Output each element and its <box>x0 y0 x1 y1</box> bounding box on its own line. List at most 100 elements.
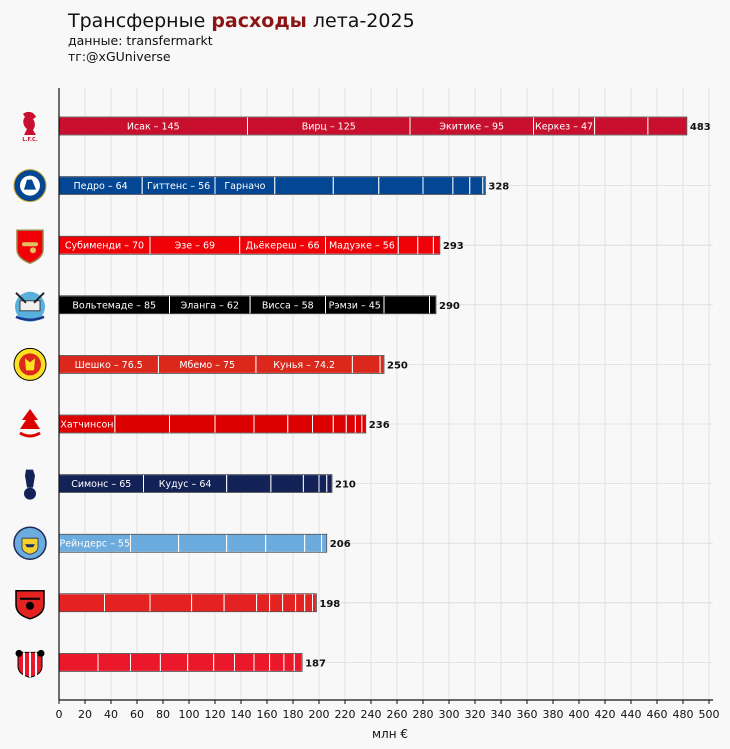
sunderland-crest-icon <box>15 649 45 678</box>
bar-sunderland: 187 <box>58 652 326 672</box>
bar-arsenal: Субименди – 70 Эзе – 69 Дьёкереш – 66 Мадуэ… <box>58 235 464 255</box>
segment-label: Вирц – 125 <box>302 122 356 133</box>
castle-shape <box>19 300 41 312</box>
cockerel-body <box>25 469 35 488</box>
bar-manchester-city: Рейндерс – 55 206 <box>58 533 351 553</box>
bar-segment <box>226 474 272 494</box>
x-tick-label: 260 <box>387 708 408 721</box>
bar-segment <box>178 533 228 553</box>
bar-segment <box>149 593 193 613</box>
bar-segment <box>397 235 419 255</box>
x-tick-label: 60 <box>130 708 144 721</box>
chart-header: Трансферные расходы лета-2025 данные: tr… <box>68 9 415 65</box>
bar-bayer-leverkusen: 198 <box>58 593 340 613</box>
tree-shape <box>20 409 40 429</box>
bar-groups: Исак – 145 Вирц – 125 Экитике – 95 Керкез –… <box>58 116 711 672</box>
bar-segment <box>130 652 161 672</box>
segment-label: Дьёкереш – 66 <box>246 241 320 252</box>
shield-stripes <box>23 652 37 678</box>
bar-segment <box>345 414 356 434</box>
x-tick-label: 340 <box>491 708 512 721</box>
bar-segment <box>383 295 430 315</box>
bar-segment <box>332 176 380 196</box>
x-tick-label: 360 <box>517 708 538 721</box>
lion-left <box>15 649 23 657</box>
bar-segment <box>302 474 320 494</box>
x-tick-label: 200 <box>309 708 330 721</box>
tree-crest-icon <box>19 409 41 438</box>
x-axis-title: млн € <box>372 727 408 741</box>
bar-segment <box>214 414 255 434</box>
bar-segment <box>321 533 328 553</box>
bar-segment <box>283 652 295 672</box>
segment-label: Исак – 145 <box>127 122 180 133</box>
bar-segment <box>429 295 437 315</box>
bar-segment <box>361 414 367 434</box>
bar-segment <box>269 652 285 672</box>
ship-crest-icon <box>13 526 47 560</box>
lion-shape <box>24 179 36 190</box>
segment-label: Эланга – 62 <box>181 300 239 311</box>
bar-segment <box>287 414 313 434</box>
bar-total-label: 328 <box>488 182 509 193</box>
x-tick-label: 120 <box>205 708 226 721</box>
bar-total-label: 236 <box>369 420 390 431</box>
bar-segment <box>293 652 303 672</box>
bar-segment <box>97 652 131 672</box>
bar-total-label: 206 <box>330 539 351 550</box>
bar-total-label: 187 <box>305 658 326 669</box>
chelsea-lion-icon <box>13 169 47 203</box>
x-tick-label: 300 <box>439 708 460 721</box>
bar-total-label: 290 <box>439 301 460 312</box>
bar-segment <box>332 414 347 434</box>
segment-label: Вольтемаде – 85 <box>72 300 156 311</box>
lion-right <box>37 649 45 657</box>
title-part-2: лета-2025 <box>306 10 415 32</box>
segment-label: Гиттенс – 56 <box>147 181 210 192</box>
bar-segment <box>351 354 381 374</box>
bar-segment <box>295 593 306 613</box>
bar-segment <box>422 176 454 196</box>
bar-segment <box>58 593 105 613</box>
chart-title: Трансферные расходы лета-2025 <box>68 9 415 33</box>
bar-segment <box>647 116 688 136</box>
title-part-1: Трансферные <box>68 10 212 32</box>
bar-chelsea: Педро – 64 Гиттенс – 56 Гарначо 328 <box>58 176 509 196</box>
liverbird-icon: L.F.C. <box>22 111 38 143</box>
seahorse-marks <box>15 292 45 304</box>
segment-label: Гарначо <box>224 181 265 192</box>
bar-segment <box>269 593 284 613</box>
x-tick-label: 80 <box>156 708 170 721</box>
x-tick-label: 460 <box>647 708 668 721</box>
segment-label: Мбемо – 75 <box>179 360 235 371</box>
segment-label: Экитике – 95 <box>439 122 504 133</box>
devil-shape <box>25 358 35 371</box>
segment-label: Хатчинсон <box>60 420 113 431</box>
shield-shape <box>16 229 44 265</box>
bar-newcastle: Вольтемаде – 85 Эланга – 62 Висса – 58 Рэмз… <box>58 295 460 315</box>
x-tick-label: 440 <box>621 708 642 721</box>
bar-segment <box>265 533 306 553</box>
bar-segment <box>378 176 424 196</box>
segment-label: Рейндерс – 55 <box>59 539 130 550</box>
segment-label: Субименди – 70 <box>65 241 144 252</box>
segment-label: Висса – 58 <box>262 300 314 311</box>
bar-segment <box>326 474 333 494</box>
ball-shape <box>24 487 36 500</box>
bar-segment <box>482 176 486 196</box>
bar-segment <box>234 652 255 672</box>
x-tick-label: 320 <box>465 708 486 721</box>
segment-label: Эзе – 69 <box>175 241 215 252</box>
bar-segment <box>282 593 297 613</box>
bar-segment <box>452 176 471 196</box>
bar-segment <box>256 593 271 613</box>
x-tick-label: 280 <box>413 708 434 721</box>
magpie-crest-icon <box>15 291 45 322</box>
x-tick-label: 0 <box>56 708 63 721</box>
lion-shape <box>26 601 34 610</box>
segment-label: Мадуэке – 56 <box>329 241 395 252</box>
crest-caption: L.F.C. <box>22 137 37 143</box>
x-tick-label: 40 <box>104 708 118 721</box>
segment-label: Педро – 64 <box>73 181 127 192</box>
